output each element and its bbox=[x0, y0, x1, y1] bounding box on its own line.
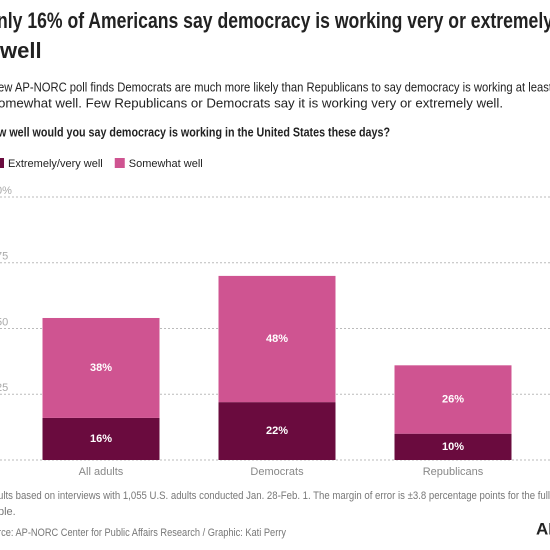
bar-segment bbox=[394, 365, 512, 434]
legend-swatch bbox=[114, 158, 125, 168]
subtitle: ew AP-NORC poll finds Democrats are much… bbox=[0, 79, 550, 94]
y-tick-label: 25 bbox=[0, 382, 8, 394]
legend-swatch bbox=[0, 158, 4, 168]
data-label: 26% bbox=[442, 393, 464, 405]
footnote: ple. bbox=[0, 506, 16, 518]
data-label: 16% bbox=[90, 433, 112, 445]
subtitle: omewhat well. Few Republicans or Democra… bbox=[0, 95, 503, 110]
data-label: 48% bbox=[266, 333, 288, 345]
question: w well would you say democracy is workin… bbox=[0, 124, 390, 139]
bar-segment bbox=[218, 402, 336, 460]
chart-title: well bbox=[0, 38, 42, 63]
bar-segment bbox=[42, 317, 160, 418]
chart-title: nly 16% of Americans say democracy is wo… bbox=[0, 8, 550, 33]
data-label: 38% bbox=[90, 362, 112, 374]
data-label: 22% bbox=[266, 425, 288, 437]
x-tick-label: Democrats bbox=[250, 466, 304, 478]
footnote: ults based on interviews with 1,055 U.S.… bbox=[0, 490, 550, 502]
source: rce: AP-NORC Center for Public Affairs R… bbox=[0, 527, 286, 539]
legend-label: Extremely/very well bbox=[8, 158, 103, 170]
legend-label: Somewhat well bbox=[129, 158, 203, 170]
bar-segment bbox=[218, 275, 336, 403]
x-tick-label: Republicans bbox=[423, 466, 484, 478]
logo: AP bbox=[536, 519, 550, 538]
bar-segment bbox=[394, 433, 512, 460]
bar-segment bbox=[42, 417, 160, 460]
y-tick-label: 50 bbox=[0, 316, 8, 328]
data-label: 10% bbox=[442, 441, 464, 453]
y-tick-label: 75 bbox=[0, 251, 8, 263]
y-tick-label: 0% bbox=[0, 185, 12, 197]
x-tick-label: All adults bbox=[79, 466, 124, 478]
